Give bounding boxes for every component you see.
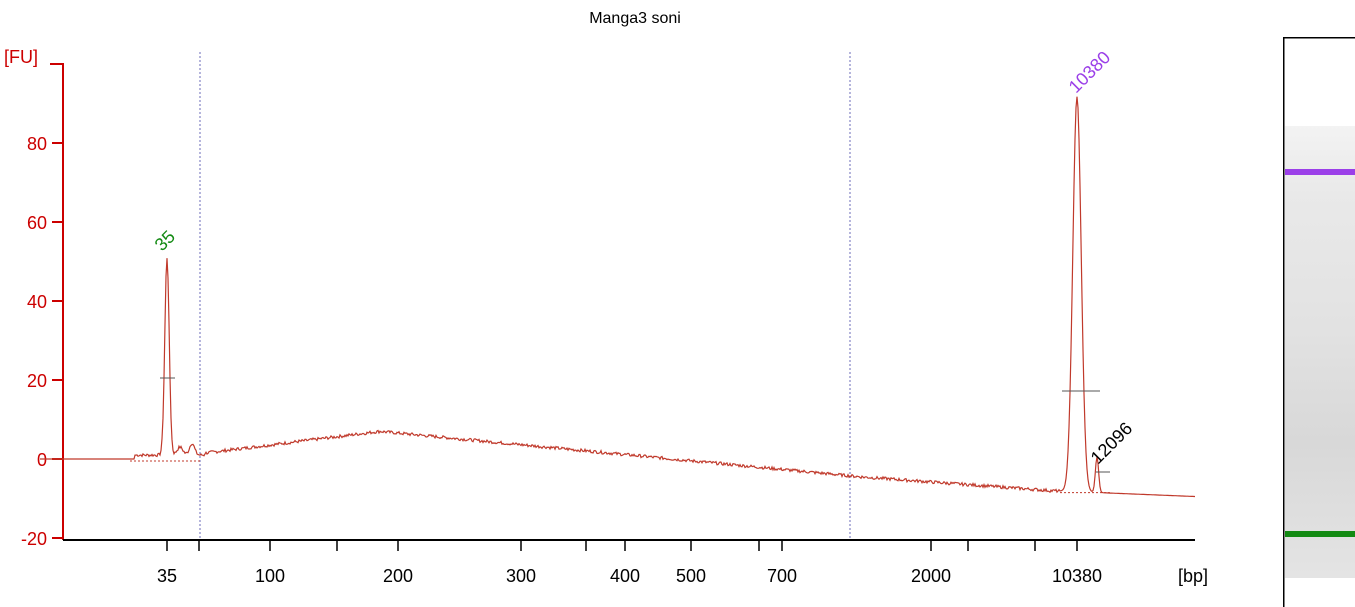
x-tick-label: 300 [506,566,536,586]
y-tick-label: 20 [27,371,47,391]
x-tick-label: 10380 [1052,566,1102,586]
peak-label: 35 [151,227,179,255]
x-tick-label: 400 [610,566,640,586]
x-tick-label: 35 [157,566,177,586]
gel-lane-image [1283,37,1355,607]
x-axis-label: [bp] [1178,566,1208,586]
x-tick-label: 200 [383,566,413,586]
x-tick-label: 700 [767,566,797,586]
y-tick-label: -20 [21,529,47,549]
x-tick-label: 100 [255,566,285,586]
x-tick-label: 500 [676,566,706,586]
electropherogram-chart: Manga3 soni [FU] [bp] -20 0 20 40 60 80 35 100 2… [4,10,1208,586]
y-tick-label: 80 [27,134,47,154]
electropherogram-trace [40,96,1195,498]
peak-label: 10380 [1065,47,1115,97]
gel-frame-top [1283,37,1355,39]
y-tick-label: 0 [37,450,47,470]
y-axis-label: [FU] [4,47,38,67]
gel-lane [1285,126,1355,578]
x-tick-label: 2000 [911,566,951,586]
upper-marker-band [1285,169,1355,175]
gel-frame-left [1283,37,1285,607]
lower-marker-band [1285,531,1355,537]
chart-title: Manga3 soni [589,10,681,27]
y-tick-label: 40 [27,292,47,312]
y-tick-label: 60 [27,213,47,233]
peak-label: 12096 [1087,418,1137,468]
